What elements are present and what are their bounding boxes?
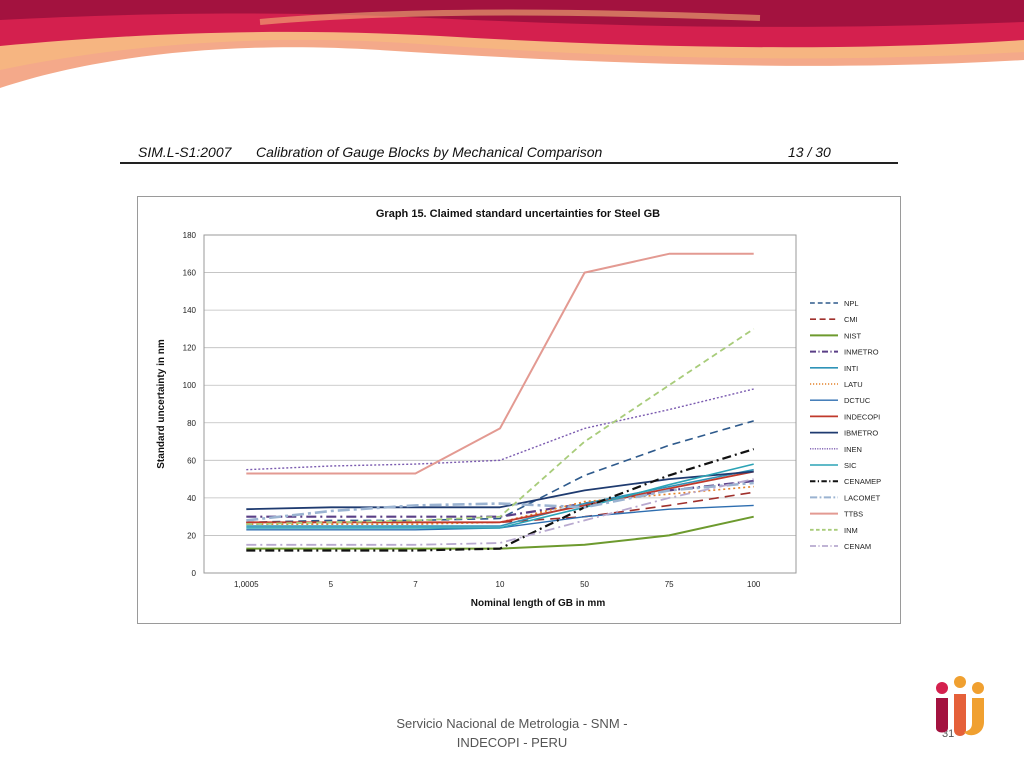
legend-label: LACOMET [844, 493, 881, 502]
axes: 0 20 40 60 80 100 120 140 160 180 1,0005 5 7 10 50 75 10… [183, 231, 797, 589]
y-tick-label: 40 [187, 494, 196, 503]
y-tick-label: 120 [183, 344, 197, 353]
snm-logo-icon [936, 676, 984, 736]
x-tick-label: 100 [747, 580, 761, 589]
x-tick-label: 1,0005 [234, 580, 259, 589]
legend-label: INDECOPI [844, 412, 880, 421]
legend-label: INTI [844, 364, 858, 373]
series-line-cenam [246, 478, 754, 546]
y-tick-label: 180 [183, 231, 197, 240]
series-line-cenamep [246, 448, 755, 552]
legend-label: INMETRO [844, 348, 879, 357]
document-page: 13 / 30 [788, 144, 831, 160]
wave-banner [0, 0, 1024, 88]
y-tick-label: 20 [187, 531, 196, 540]
footer-line-1: Servicio Nacional de Metrologia - SNM - [396, 716, 628, 731]
legend-label: CENAM [844, 542, 871, 551]
legend-label: NIST [844, 331, 862, 340]
legend-label: LATU [844, 380, 863, 389]
series-line-inm [246, 328, 755, 526]
legend-label: IBMETRO [844, 429, 878, 438]
x-tick-label: 75 [665, 580, 674, 589]
series-lines [246, 252, 755, 552]
legend-label: NPL [844, 299, 859, 308]
y-axis-label: Standard uncertainty in nm [156, 339, 167, 469]
legend-label: INEN [844, 445, 862, 454]
y-tick-label: 160 [183, 269, 197, 278]
y-tick-label: 100 [183, 381, 197, 390]
footer-text: Servicio Nacional de Metrologia - SNM - … [362, 714, 662, 752]
series-line-inen [246, 388, 754, 471]
series-line-inti [246, 468, 754, 527]
y-tick-label: 0 [192, 569, 197, 578]
y-tick-label: 140 [183, 306, 197, 315]
legend-label: TTBS [844, 510, 863, 519]
legend-label: SIC [844, 461, 857, 470]
document-title: Calibration of Gauge Blocks by Mechanica… [256, 144, 603, 160]
series-line-latu [246, 485, 754, 526]
footer-line-2: INDECOPI - PERU [456, 735, 568, 750]
legend-label: DCTUC [844, 396, 871, 405]
y-tick-label: 60 [187, 456, 196, 465]
series-line-ttbs [246, 252, 754, 475]
x-axis-label: Nominal length of GB in mm [471, 598, 606, 609]
banner-highlight [259, 9, 761, 25]
legend: NPL CMI NIST INMETRO INTI LATU DCTUC INDECOPI IB… [810, 299, 881, 551]
series-line-sic [246, 463, 754, 529]
legend-label: INM [844, 526, 858, 535]
line-chart: Graph 15. Claimed standard uncertainties… [156, 208, 881, 609]
plot-area [203, 234, 797, 574]
x-tick-label: 50 [580, 580, 589, 589]
legend-label: CMI [844, 315, 858, 324]
x-tick-label: 7 [413, 580, 418, 589]
chart-title: Graph 15. Claimed standard uncertainties… [376, 208, 660, 220]
y-tick-label: 80 [187, 419, 196, 428]
document-reference: SIM.L-S1:2007 [138, 144, 232, 160]
series-line-ibmetro [246, 470, 754, 511]
series-line-lacomet [246, 481, 754, 522]
x-tick-label: 10 [496, 580, 505, 589]
series-line-npl [246, 420, 754, 524]
x-tick-label: 5 [329, 580, 334, 589]
document-header: SIM.L-S1:2007 Calibration of Gauge Block… [120, 142, 898, 164]
legend-label: CENAMEP [844, 477, 881, 486]
grid-lines [204, 272, 796, 536]
chart-frame: Graph 15. Claimed standard uncertainties… [137, 196, 901, 624]
